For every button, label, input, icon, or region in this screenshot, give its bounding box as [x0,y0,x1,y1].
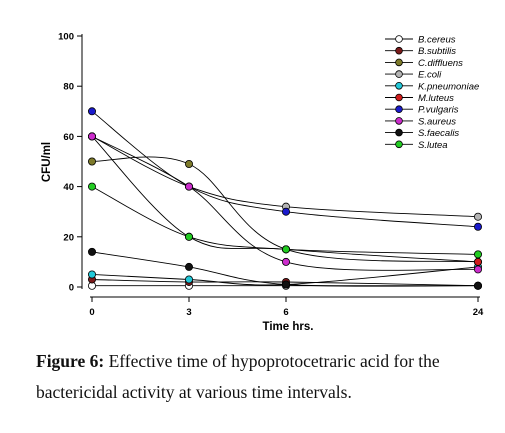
x-tick-label: 0 [89,307,94,318]
legend-label-s-faecalis: S.faecalis [418,128,459,139]
legend-label-s-aureus: S.aureus [418,116,456,127]
legend: B.cereusB.subtilisC.diffluensE.coliK.pne… [385,35,479,151]
series-line-k-pneumoniae [91,266,479,286]
point-s-aureus [281,257,290,266]
point-k-pneumoniae [184,275,193,284]
legend-label-m-luteus: M.luteus [418,93,454,104]
point-s-faecalis [88,247,97,256]
legend-marker-s-faecalis [395,128,403,137]
legend-label-k-pneumoniae: K.pneumoniae [418,81,479,92]
legend-label-b-subtilis: B.subtilis [418,46,456,57]
series-line-m-luteus [91,136,479,263]
series-markers [88,107,482,290]
y-tick-label: 100 [58,32,74,43]
y-tick-label: 60 [63,132,74,143]
legend-label-b-cereus: B.cereus [418,35,456,46]
chart: 0 20 40 60 80 100 0 3 6 24 B.cereusB.subtilisC.di… [41,32,484,334]
y-tick-label: 0 [69,283,74,294]
series-line-s-faecalis [91,251,479,287]
y-axis-title: CFU/ml [41,142,53,182]
point-k-pneumoniae [88,270,97,279]
legend-marker-k-pneumoniae [395,82,403,90]
y-tick-label: 80 [63,82,74,93]
legend-marker-s-aureus [395,117,403,125]
legend-marker-s-lutea [395,140,403,149]
legend-marker-b-subtilis [395,46,403,55]
legend-marker-b-cereus [395,35,403,43]
point-s-lutea [473,250,482,259]
point-s-aureus [184,182,193,191]
point-s-lutea [281,245,290,254]
caption-label: Figure 6: [36,351,105,371]
series-line-s-aureus [91,136,479,271]
series-line-b-subtilis [91,279,479,287]
legend-label-c-diffluens: C.diffluens [418,58,463,69]
axes: 0 20 40 60 80 100 0 3 6 24 [58,32,484,319]
x-tick-label: 3 [186,307,191,318]
legend-label-p-vulgaris: P.vulgaris [418,105,459,116]
point-c-diffluens [88,157,97,166]
point-s-lutea [88,182,97,191]
series-line-s-lutea [91,186,479,255]
legend-marker-m-luteus [395,93,403,102]
point-s-aureus [473,265,482,274]
point-m-luteus [473,257,482,266]
x-tick-label: 6 [283,307,288,318]
figure-caption: Figure 6: Effective time of hypoprotocet… [36,346,496,408]
point-s-aureus [88,132,97,141]
point-c-diffluens [184,160,193,169]
point-p-vulgaris [473,222,482,231]
point-e-coli [473,212,482,221]
x-tick-label: 24 [473,307,484,318]
legend-marker-e-coli [395,70,403,78]
point-s-faecalis [281,280,290,289]
legend-label-e-coli: E.coli [418,70,442,81]
point-s-faecalis [184,262,193,271]
x-axis-title: Time hrs. [263,321,314,333]
series-line-c-diffluens [91,156,479,263]
point-s-faecalis [473,281,482,290]
point-s-lutea [184,232,193,241]
legend-marker-p-vulgaris [395,105,403,113]
series-curves [91,110,479,287]
series-line-e-coli [91,136,479,218]
point-p-vulgaris [88,107,97,116]
point-p-vulgaris [281,207,290,216]
legend-marker-c-diffluens [395,58,403,67]
series-line-p-vulgaris [91,110,479,228]
legend-label-s-lutea: S.lutea [418,140,448,151]
y-tick-label: 40 [63,182,74,193]
caption-text: Effective time of hypoprotocetraric acid… [36,351,440,402]
y-tick-label: 20 [63,232,74,243]
